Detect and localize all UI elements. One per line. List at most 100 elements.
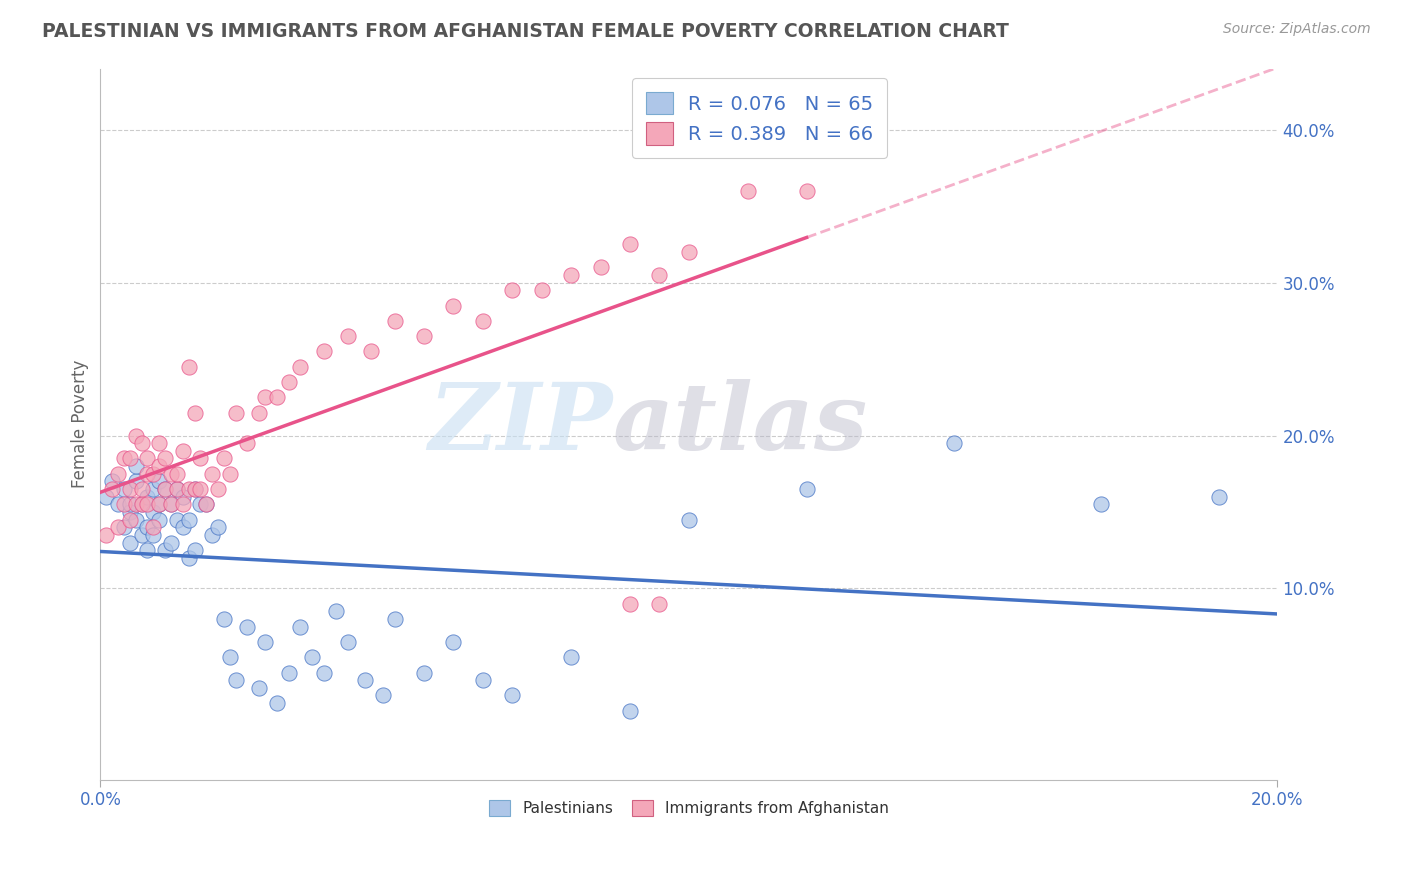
Point bbox=[148, 436, 170, 450]
Point bbox=[207, 520, 229, 534]
Point bbox=[107, 520, 129, 534]
Point bbox=[530, 283, 553, 297]
Point bbox=[501, 689, 523, 703]
Point bbox=[254, 390, 277, 404]
Point bbox=[124, 513, 146, 527]
Point bbox=[190, 482, 212, 496]
Point bbox=[172, 520, 194, 534]
Point bbox=[118, 482, 141, 496]
Point bbox=[290, 359, 312, 374]
Point bbox=[218, 467, 240, 481]
Point bbox=[172, 490, 194, 504]
Point bbox=[142, 482, 165, 496]
Point bbox=[118, 451, 141, 466]
Point bbox=[183, 406, 205, 420]
Point bbox=[118, 513, 141, 527]
Point bbox=[225, 673, 247, 688]
Text: atlas: atlas bbox=[613, 379, 868, 469]
Point bbox=[312, 344, 335, 359]
Point bbox=[136, 543, 159, 558]
Point bbox=[148, 475, 170, 489]
Point bbox=[160, 497, 183, 511]
Point bbox=[247, 681, 270, 695]
Point bbox=[266, 696, 288, 710]
Point bbox=[166, 482, 188, 496]
Point bbox=[112, 520, 135, 534]
Point bbox=[1208, 490, 1230, 504]
Point bbox=[101, 475, 124, 489]
Point bbox=[112, 497, 135, 511]
Point bbox=[107, 497, 129, 511]
Point bbox=[443, 635, 465, 649]
Point bbox=[277, 375, 299, 389]
Point bbox=[136, 520, 159, 534]
Point bbox=[413, 329, 436, 343]
Point bbox=[619, 597, 641, 611]
Point bbox=[124, 497, 146, 511]
Point bbox=[124, 428, 146, 442]
Point bbox=[796, 482, 818, 496]
Point bbox=[172, 497, 194, 511]
Point bbox=[153, 543, 176, 558]
Point bbox=[247, 406, 270, 420]
Point bbox=[136, 451, 159, 466]
Point bbox=[124, 459, 146, 474]
Point bbox=[195, 497, 218, 511]
Point bbox=[153, 482, 176, 496]
Point bbox=[301, 650, 323, 665]
Point bbox=[737, 184, 759, 198]
Point bbox=[190, 497, 212, 511]
Point bbox=[384, 314, 406, 328]
Y-axis label: Female Poverty: Female Poverty bbox=[72, 359, 89, 488]
Point bbox=[942, 436, 965, 450]
Point bbox=[177, 550, 200, 565]
Point bbox=[153, 482, 176, 496]
Point bbox=[277, 665, 299, 680]
Point bbox=[501, 283, 523, 297]
Point bbox=[166, 482, 188, 496]
Point bbox=[312, 665, 335, 680]
Point bbox=[212, 451, 235, 466]
Point bbox=[190, 451, 212, 466]
Point bbox=[148, 497, 170, 511]
Point bbox=[796, 184, 818, 198]
Point bbox=[131, 482, 153, 496]
Point bbox=[619, 237, 641, 252]
Point bbox=[290, 620, 312, 634]
Point bbox=[360, 344, 382, 359]
Point bbox=[201, 528, 224, 542]
Point bbox=[384, 612, 406, 626]
Point bbox=[336, 635, 359, 649]
Point bbox=[183, 482, 205, 496]
Point bbox=[112, 482, 135, 496]
Point bbox=[1090, 497, 1112, 511]
Point bbox=[225, 406, 247, 420]
Point bbox=[148, 497, 170, 511]
Point bbox=[195, 497, 218, 511]
Point bbox=[142, 505, 165, 519]
Point bbox=[254, 635, 277, 649]
Point bbox=[166, 513, 188, 527]
Point bbox=[236, 436, 259, 450]
Point bbox=[131, 497, 153, 511]
Point bbox=[131, 497, 153, 511]
Point bbox=[124, 475, 146, 489]
Point bbox=[560, 650, 582, 665]
Point bbox=[177, 513, 200, 527]
Point bbox=[201, 467, 224, 481]
Point bbox=[236, 620, 259, 634]
Point bbox=[648, 597, 671, 611]
Point bbox=[207, 482, 229, 496]
Text: Source: ZipAtlas.com: Source: ZipAtlas.com bbox=[1223, 22, 1371, 37]
Point bbox=[172, 443, 194, 458]
Point bbox=[678, 245, 700, 260]
Point bbox=[166, 467, 188, 481]
Point bbox=[136, 467, 159, 481]
Point bbox=[354, 673, 377, 688]
Point bbox=[177, 359, 200, 374]
Point bbox=[160, 467, 183, 481]
Point bbox=[413, 665, 436, 680]
Point bbox=[471, 314, 494, 328]
Point bbox=[142, 467, 165, 481]
Text: PALESTINIAN VS IMMIGRANTS FROM AFGHANISTAN FEMALE POVERTY CORRELATION CHART: PALESTINIAN VS IMMIGRANTS FROM AFGHANIST… bbox=[42, 22, 1010, 41]
